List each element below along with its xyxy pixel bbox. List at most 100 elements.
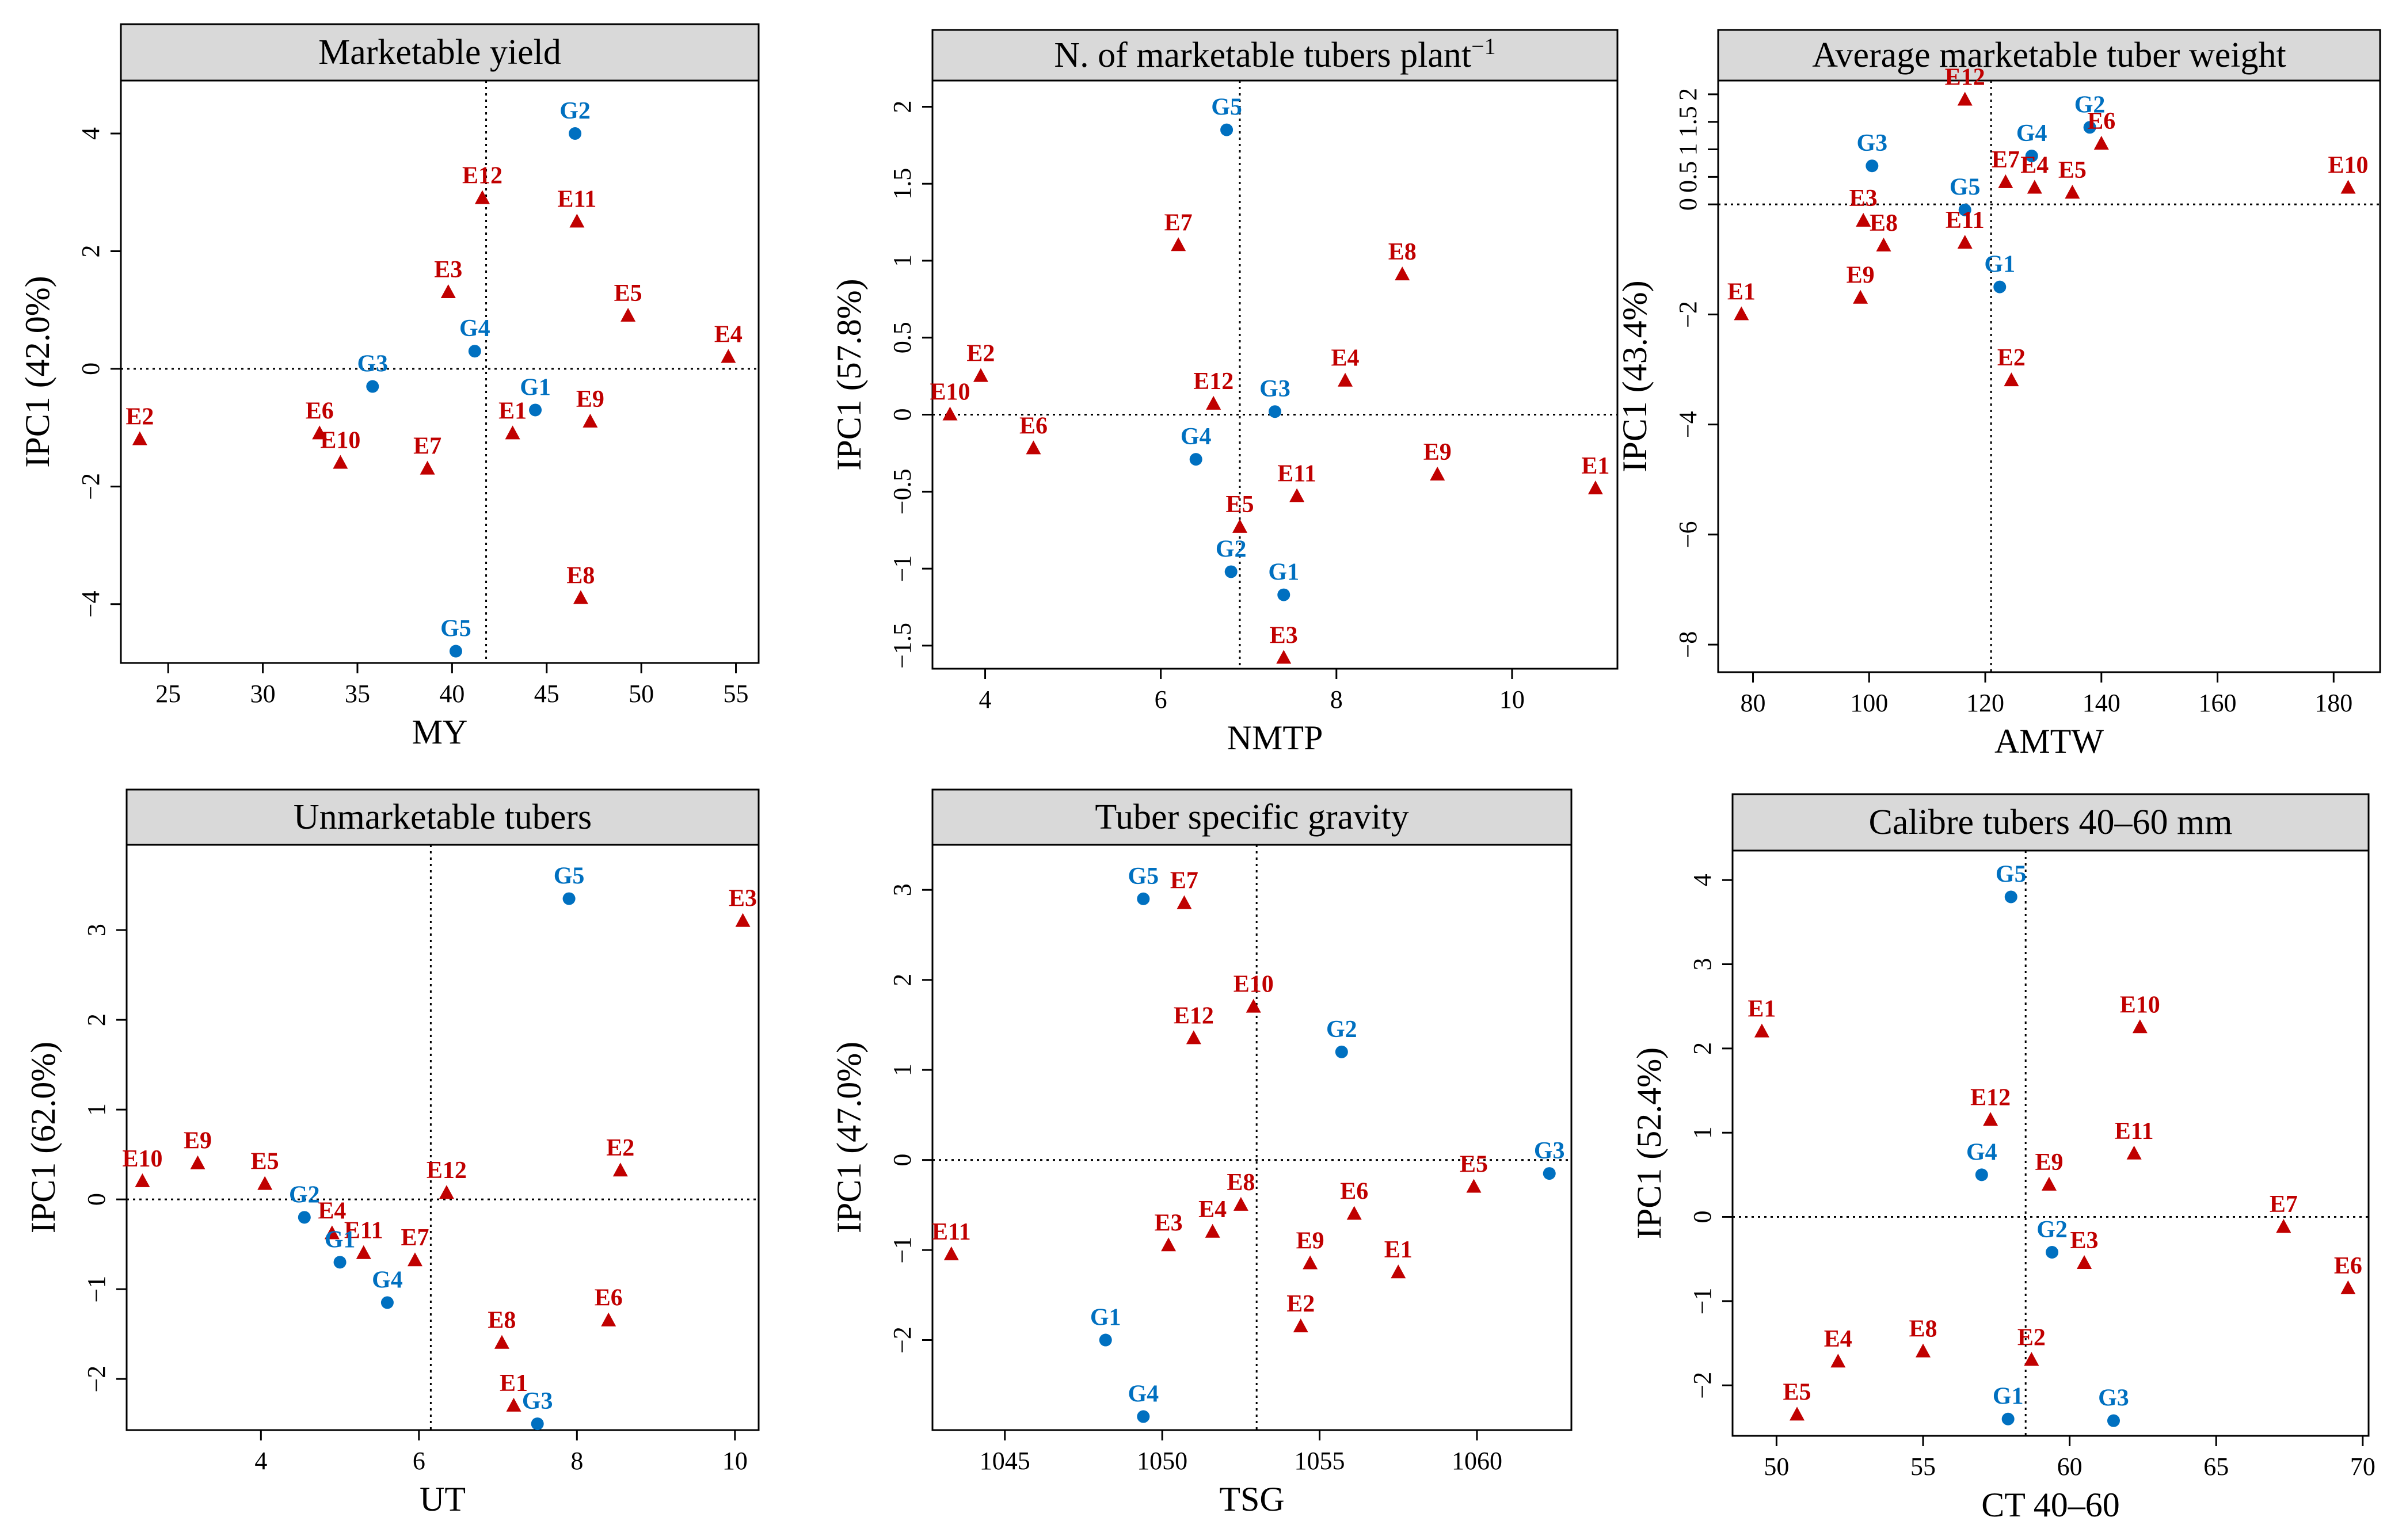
point-label-G3: G3 [1856,130,1887,157]
point-label-E10: E10 [122,1146,162,1172]
y-tick-label: 2 [888,100,916,113]
y-tick-label: −2 [77,473,105,500]
environment-point-E10 [135,1173,150,1187]
point-label-E6: E6 [1019,413,1048,439]
environment-point-E7 [407,1252,422,1267]
environment-point-E1 [1734,306,1749,321]
panel-5: Tuber specific gravity 1045 1050 1055 1060 −2… [830,788,1573,1518]
point-label-E3: E3 [1849,185,1878,212]
point-label-G5: G5 [1128,863,1159,890]
x-tick-label: 180 [2314,689,2352,717]
point-label-G2: G2 [559,98,591,124]
x-tick-label: 120 [1966,689,2004,717]
panel-title-strip [1731,793,2370,852]
environment-point-E1 [505,425,520,440]
environment-point-E8 [1233,1196,1248,1211]
point-label-G2: G2 [1216,536,1247,562]
point-label-E12: E12 [1970,1084,2011,1111]
y-tick-label: −4 [77,590,105,617]
point-label-E9: E9 [1847,262,1875,289]
environment-point-E7 [420,460,435,475]
x-tick-label: 160 [2199,689,2237,717]
environment-point-E2 [132,431,147,445]
y-tick-label: 2 [1688,1042,1716,1055]
y-tick-label: −2 [888,1326,916,1354]
x-tick-label: 6 [1155,685,1167,714]
y-tick-label: −1.5 [888,623,916,669]
point-label-E3: E3 [1270,622,1298,649]
point-label-E6: E6 [595,1285,623,1312]
plot-frame [931,844,1573,1431]
environment-point-E3 [1161,1237,1177,1252]
point-label-E2: E2 [2017,1324,2046,1351]
environment-point-E3 [2077,1255,2092,1270]
x-axis-label: TSG [1219,1480,1284,1518]
environment-point-E6 [312,425,328,440]
environment-point-E9 [190,1155,205,1169]
x-tick-label: 1050 [1137,1447,1187,1475]
environment-point-E10 [333,455,348,469]
x-tick-label: 1045 [980,1447,1030,1475]
point-label-E8: E8 [566,563,595,589]
environment-point-E2 [612,1162,628,1177]
genotype-point-G5 [1220,123,1234,136]
y-tick-label: 2 [77,245,105,257]
point-label-E4: E4 [1824,1326,1852,1352]
point-label-E5: E5 [2058,157,2087,184]
x-axis-label: NMTP [1227,719,1323,757]
point-label-G2: G2 [289,1181,320,1208]
point-label-G5: G5 [1211,94,1242,121]
environment-point-E12 [1983,1112,1998,1126]
environment-point-E8 [1915,1343,1931,1358]
environment-point-E4 [1338,372,1353,387]
panel-title: N. of marketable tubers plant−1 [1054,33,1495,75]
environment-point-E12 [1186,1030,1201,1045]
y-tick-label: 0 [82,1193,111,1206]
y-tick-label: 1.5 [1674,106,1702,138]
x-tick-label: 80 [1741,689,1766,717]
genotype-point-G5 [1958,203,1971,216]
x-tick-label: 4 [979,685,992,714]
environment-point-E12 [439,1185,454,1199]
point-label-E7: E7 [1170,868,1198,894]
genotype-point-G3 [1543,1167,1556,1180]
y-tick-label: 0 [888,1154,916,1167]
point-label-G3: G3 [1259,376,1290,402]
x-axis-label: CT 40–60 [1981,1486,2120,1524]
panel-title-strip [931,788,1573,846]
environment-point-E7 [2276,1219,2291,1233]
point-label-E7: E7 [1164,209,1193,236]
x-tick-label: 70 [2350,1453,2375,1481]
environment-point-E5 [1790,1406,1805,1421]
genotype-point-G1 [1277,588,1290,601]
y-tick-label: −2 [1674,301,1702,328]
point-label-E12: E12 [1193,368,1234,395]
x-tick-label: 50 [1764,1453,1789,1481]
y-tick-label: −1 [888,1237,916,1264]
genotype-point-G4 [380,1296,394,1309]
point-label-E9: E9 [184,1128,212,1154]
point-label-E11: E11 [1946,207,1985,234]
y-tick-label: 1 [888,254,916,267]
point-label-E11: E11 [1277,460,1316,487]
genotype-point-G5 [562,892,576,905]
y-tick-label: 0.5 [888,322,916,353]
environment-point-E11 [1957,235,1973,249]
y-tick-label: 0.5 [1674,161,1702,193]
panel-title: Tuber specific gravity [1095,798,1408,837]
environment-point-E3 [1276,650,1292,664]
panel-title: Unmarketable tubers [294,798,592,837]
x-tick-label: 140 [2083,689,2121,717]
point-label-E3: E3 [1155,1210,1183,1236]
environment-point-E5 [257,1176,273,1190]
point-label-E8: E8 [1870,210,1898,237]
environment-point-E5 [1466,1179,1482,1193]
point-label-E2: E2 [125,404,154,430]
point-label-E6: E6 [306,398,334,424]
y-tick-label: 1 [888,1063,916,1076]
x-tick-label: 55 [724,680,749,708]
point-label-E1: E1 [498,398,527,424]
x-axis-label: AMTW [1994,722,2104,760]
environment-point-E2 [2004,372,2019,387]
